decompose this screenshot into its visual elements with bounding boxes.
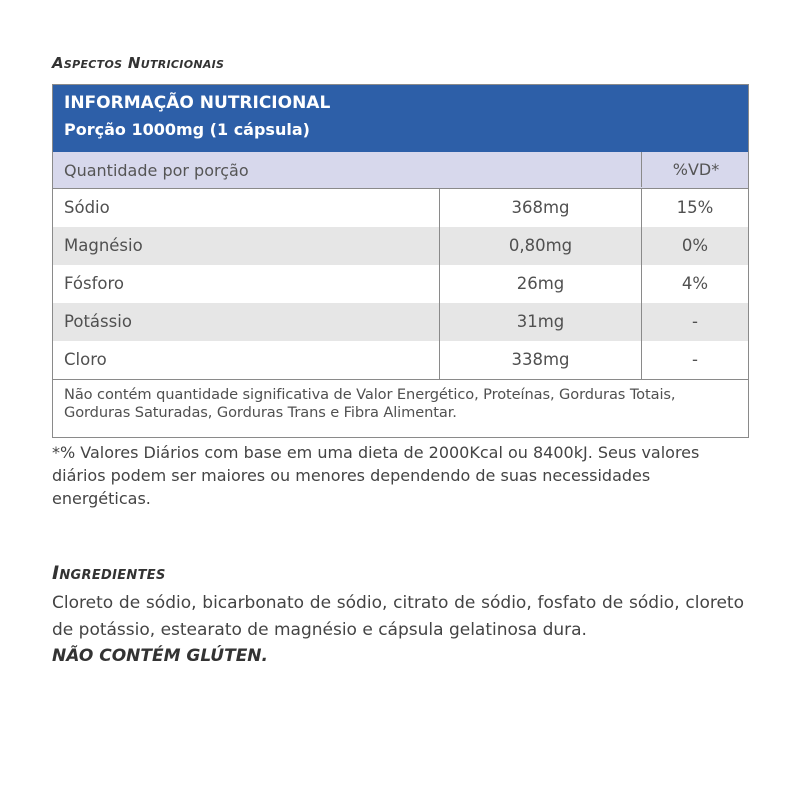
nutrition-rows: Sódio 368mg 15% Magnésio 0,80mg 0% Fósfo… <box>53 189 748 379</box>
nutrient-amount: 0,80mg <box>439 227 641 265</box>
nutrient-name: Sódio <box>64 198 110 217</box>
nutrient-amount: 26mg <box>439 265 641 303</box>
nutrient-name: Cloro <box>64 350 107 369</box>
nutrient-amount: 368mg <box>439 189 641 227</box>
nutrient-vd: 4% <box>641 265 748 303</box>
nutrition-note: Não contém quantidade significativa de V… <box>53 379 748 437</box>
nutrient-vd: - <box>641 303 748 341</box>
nutrition-header-title: INFORMAÇÃO NUTRICIONAL <box>64 93 331 113</box>
daily-values-footnote: *% Valores Diários com base em uma dieta… <box>52 443 700 508</box>
ingredients-section-title: Ingredientes <box>52 562 166 584</box>
nutrient-name: Potássio <box>64 312 132 331</box>
nutrient-name: Magnésio <box>64 236 143 255</box>
vd-column-label: %VD* <box>641 152 750 187</box>
nutrition-header-portion: Porção 1000mg (1 cápsula) <box>64 120 310 139</box>
nutrition-section-title: Aspectos Nutricionais <box>52 54 225 72</box>
nutrient-amount: 31mg <box>439 303 641 341</box>
table-row: Cloro 338mg - <box>53 341 748 379</box>
ingredients-text: Cloreto de sódio, bicarbonato de sódio, … <box>52 593 744 640</box>
nutrition-table-header: INFORMAÇÃO NUTRICIONAL Porção 1000mg (1 … <box>53 85 748 152</box>
nutrient-name: Fósforo <box>64 274 125 293</box>
gluten-warning: NÃO CONTÉM GLÚTEN. <box>52 646 268 666</box>
quantity-column-label: Quantidade por porção <box>64 161 249 180</box>
nutrient-vd: 15% <box>641 189 748 227</box>
table-row: Potássio 31mg - <box>53 303 748 341</box>
table-row: Magnésio 0,80mg 0% <box>53 227 748 265</box>
nutrition-column-header-row: Quantidade por porção %VD* <box>53 152 748 189</box>
table-row: Fósforo 26mg 4% <box>53 265 748 303</box>
nutrition-table: INFORMAÇÃO NUTRICIONAL Porção 1000mg (1 … <box>52 84 749 438</box>
nutrient-amount: 338mg <box>439 341 641 379</box>
table-row: Sódio 368mg 15% <box>53 189 748 227</box>
nutrient-vd: - <box>641 341 748 379</box>
nutrient-vd: 0% <box>641 227 748 265</box>
